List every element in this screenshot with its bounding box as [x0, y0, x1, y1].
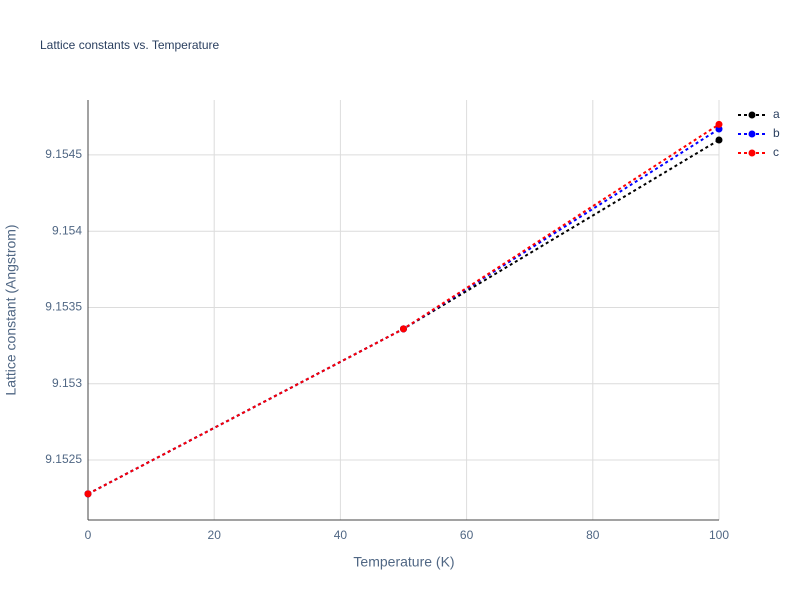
data-point — [715, 136, 723, 144]
series-line — [87, 139, 720, 495]
x-tick-label: 0 — [85, 528, 92, 542]
y-axis-title: Lattice constant (Angstrom) — [3, 224, 19, 395]
x-axis-title: Temperature (K) — [353, 554, 454, 570]
data-point — [715, 120, 723, 128]
x-tick-label: 100 — [709, 528, 729, 542]
y-tick-label: 9.1525 — [45, 452, 82, 466]
y-tick-label: 9.154 — [52, 223, 82, 237]
data-point — [400, 325, 407, 333]
legend-label: b — [773, 126, 780, 140]
x-tick-label: 60 — [460, 528, 474, 542]
data-point — [84, 490, 92, 498]
legend-label: a — [773, 107, 780, 121]
series-line — [87, 128, 720, 495]
x-tick-label: 80 — [586, 528, 600, 542]
y-tick-label: 9.1545 — [45, 147, 82, 161]
y-tick-label: 9.1535 — [45, 300, 82, 314]
legend-label: c — [773, 145, 779, 159]
legend-marker — [748, 130, 756, 138]
x-tick-label: 40 — [334, 528, 348, 542]
x-tick-label: 20 — [208, 528, 222, 542]
series-line — [87, 123, 720, 495]
chart-title: Lattice constants vs. Temperature — [40, 38, 220, 52]
legend-marker — [748, 111, 756, 119]
legend-marker — [748, 149, 756, 157]
y-tick-label: 9.153 — [52, 376, 82, 390]
